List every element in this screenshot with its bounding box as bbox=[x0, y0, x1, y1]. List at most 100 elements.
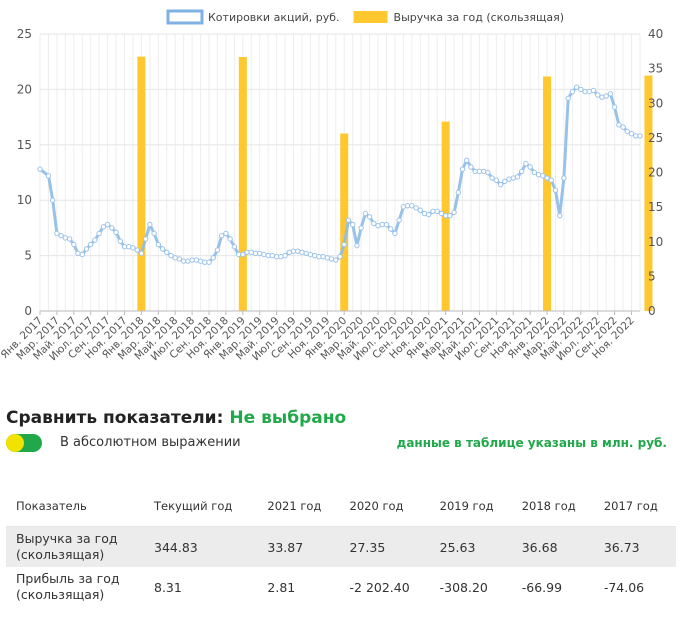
quotes-point bbox=[92, 237, 98, 243]
quotes-point bbox=[311, 252, 318, 259]
cell-value: -74.06 bbox=[603, 579, 645, 595]
quotes-point bbox=[164, 249, 170, 255]
header-2021: 2021 год bbox=[257, 486, 340, 527]
quotes-point bbox=[278, 254, 284, 260]
cell-value: 8.31 bbox=[154, 579, 182, 595]
quotes-point bbox=[257, 250, 263, 257]
quotes-point bbox=[130, 245, 136, 251]
quotes-point bbox=[493, 177, 500, 183]
quotes-point bbox=[79, 251, 85, 258]
quotes-point bbox=[176, 256, 183, 262]
quotes-point bbox=[548, 177, 554, 183]
quotes-point bbox=[557, 213, 563, 219]
quotes-point bbox=[586, 88, 592, 95]
quotes-point bbox=[227, 236, 233, 242]
quotes-point bbox=[438, 210, 445, 217]
y-right-tick-label: 10 bbox=[648, 235, 663, 249]
revenue-bar bbox=[137, 56, 146, 312]
quotes-point bbox=[578, 86, 584, 93]
revenue-bar bbox=[543, 76, 552, 311]
metrics-table: Показатель Текущий год 2021 год 2020 год… bbox=[6, 486, 676, 607]
quotes-point bbox=[540, 173, 546, 179]
quotes-point bbox=[552, 187, 559, 193]
cell-value: -2 202.40 bbox=[349, 579, 410, 595]
quotes-point bbox=[603, 93, 609, 99]
y-right-tick-label: 25 bbox=[648, 131, 663, 145]
revenue-bar bbox=[340, 133, 349, 311]
quotes-point bbox=[392, 230, 398, 237]
quotes-point bbox=[248, 249, 254, 255]
quotes-point bbox=[104, 221, 111, 228]
revenue-bar bbox=[644, 75, 653, 311]
quotes-point bbox=[62, 235, 69, 241]
quotes-point bbox=[45, 173, 52, 179]
row-label: Прибыль за год (скользящая) bbox=[16, 571, 120, 602]
y-left-tick-label: 25 bbox=[17, 27, 32, 41]
legend-item: Котировки акций, руб. bbox=[166, 9, 340, 25]
y-left-tick-label: 10 bbox=[17, 193, 32, 207]
quotes-point bbox=[307, 251, 314, 258]
cell-value: -308.20 bbox=[439, 579, 488, 595]
quotes-point bbox=[218, 232, 225, 239]
row-label: Выручка за год (скользящая) bbox=[6, 526, 144, 567]
legend-item: Выручка за год (скользящая) bbox=[353, 11, 565, 24]
quotes-point bbox=[480, 168, 487, 175]
quotes-point bbox=[447, 213, 453, 219]
quotes-point bbox=[138, 250, 145, 257]
y-right-tick-label: 15 bbox=[648, 200, 663, 214]
quotes-point bbox=[58, 232, 64, 239]
quotes-point bbox=[286, 249, 292, 255]
quotes-point bbox=[518, 168, 525, 175]
quotes-point bbox=[349, 221, 356, 228]
quotes-point bbox=[206, 259, 212, 265]
quotes-point bbox=[299, 249, 305, 255]
quotes-point bbox=[489, 175, 495, 181]
legend-label: Котировки акций, руб. bbox=[208, 11, 340, 24]
quotes-point bbox=[320, 254, 326, 260]
quotes-point bbox=[71, 241, 77, 248]
cell-value: 36.68 bbox=[511, 526, 594, 567]
cell-value: 344.83 bbox=[144, 526, 258, 567]
legend-label: Выручка за год (скользящая) bbox=[394, 11, 565, 24]
quotes-point bbox=[83, 246, 90, 252]
y-left-tick-label: 15 bbox=[17, 138, 32, 152]
units-note: данные в таблице указаны в млн. руб. bbox=[396, 436, 667, 450]
quotes-point bbox=[341, 241, 347, 248]
table-header-row: Показатель Текущий год 2021 год 2020 год… bbox=[6, 486, 676, 527]
quotes-point bbox=[333, 257, 339, 263]
quotes-revenue-chart: Котировки акций, руб. Выручка за год (ско… bbox=[0, 9, 663, 363]
quotes-point bbox=[624, 128, 631, 135]
quotes-line bbox=[37, 84, 643, 265]
compare-label: Сравнить показатели: bbox=[6, 408, 224, 428]
quotes-point bbox=[223, 230, 229, 237]
quotes-point bbox=[451, 209, 457, 216]
y-right-tick-label: 30 bbox=[648, 96, 663, 110]
quotes-point bbox=[561, 175, 567, 181]
quotes-point bbox=[426, 211, 432, 218]
legend-swatch-line bbox=[166, 9, 204, 25]
quotes-point bbox=[413, 205, 419, 211]
quotes-point bbox=[210, 255, 216, 261]
absolute-toggle[interactable] bbox=[6, 434, 42, 452]
quotes-point bbox=[371, 220, 377, 227]
toggle-label: В абсолютном выражении bbox=[60, 435, 241, 450]
quotes-point bbox=[464, 157, 470, 164]
quotes-point bbox=[620, 124, 626, 130]
quotes-point bbox=[155, 241, 162, 248]
quotes-point bbox=[324, 255, 331, 261]
quotes-point bbox=[240, 251, 246, 258]
quotes-point bbox=[345, 217, 352, 223]
y-right-tick-label: 20 bbox=[648, 166, 663, 180]
quotes-point bbox=[599, 94, 605, 100]
quotes-point bbox=[231, 244, 238, 250]
chart-legend: Котировки акций, руб. Выручка за год (ско… bbox=[166, 9, 565, 25]
compare-value-link[interactable]: Не выбрано bbox=[229, 408, 347, 428]
quotes-point bbox=[531, 169, 538, 176]
header-2019: 2019 год bbox=[429, 486, 512, 527]
quotes-point bbox=[502, 178, 508, 185]
header-metric: Показатель bbox=[6, 486, 144, 527]
quotes-point bbox=[354, 242, 360, 249]
header-2018: 2018 год bbox=[511, 486, 594, 527]
quotes-point bbox=[459, 166, 466, 172]
